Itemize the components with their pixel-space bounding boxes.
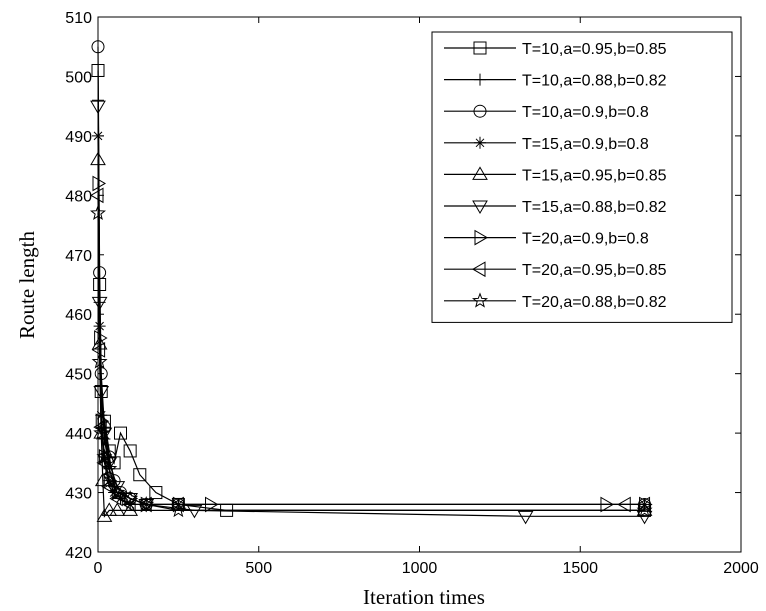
- legend-marker: [473, 104, 487, 118]
- data-point: [90, 100, 106, 115]
- data-point: [122, 502, 139, 516]
- y-tick-label: 470: [65, 248, 92, 265]
- x-tick-label: 2000: [723, 560, 759, 577]
- data-point: [91, 342, 106, 358]
- y-tick-label: 450: [65, 367, 92, 384]
- legend-label: T=10,a=0.95,b=0.85: [522, 41, 667, 58]
- data-point: [101, 502, 118, 516]
- y-tick-label: 490: [65, 129, 92, 146]
- data-point: [93, 419, 107, 436]
- data-point: [636, 496, 651, 513]
- legend-label: T=20,a=0.95,b=0.85: [522, 262, 667, 279]
- legend-item: T=20,a=0.9,b=0.8: [444, 229, 649, 248]
- data-point: [186, 504, 203, 519]
- data-point: [133, 468, 147, 482]
- data-point: [617, 496, 631, 513]
- legend-label: T=20,a=0.9,b=0.8: [522, 231, 649, 248]
- data-point: [114, 492, 127, 505]
- data-point: [103, 472, 118, 489]
- y-axis-title: Route length: [15, 231, 39, 339]
- legend-marker: [472, 166, 488, 180]
- data-point: [114, 426, 128, 440]
- series-layer: [90, 40, 653, 525]
- x-tick-label: 1000: [402, 560, 438, 577]
- data-point: [91, 353, 108, 369]
- data-point: [636, 510, 653, 525]
- data-point: [636, 502, 653, 516]
- data-point: [96, 448, 113, 464]
- x-tick-label: 0: [94, 560, 103, 577]
- data-point: [109, 502, 126, 516]
- series-9: [90, 204, 653, 518]
- legend-item: T=10,a=0.9,b=0.8: [444, 104, 649, 121]
- legend-label: T=20,a=0.88,b=0.82: [522, 294, 667, 311]
- data-point: [636, 501, 653, 518]
- legend-marker: [474, 136, 486, 149]
- data-point: [109, 490, 123, 507]
- legend-marker: [473, 41, 487, 55]
- data-point: [123, 444, 137, 458]
- data-point: [94, 330, 108, 346]
- data-point: [101, 460, 118, 476]
- legend-marker: [474, 229, 488, 246]
- y-tick-label: 460: [65, 307, 92, 324]
- data-point: [149, 486, 163, 500]
- data-point: [93, 424, 110, 440]
- legend-label: T=10,a=0.88,b=0.82: [522, 73, 667, 90]
- legend-item: T=15,a=0.9,b=0.8: [444, 136, 649, 153]
- x-axis-title: Iteration times: [363, 585, 485, 609]
- legend-marker: [474, 73, 486, 86]
- legend: T=10,a=0.95,b=0.85 T=10,a=0.88,b=0.82 T=10…: [431, 31, 733, 323]
- data-point: [90, 204, 106, 220]
- x-tick-label: 1500: [562, 560, 598, 577]
- y-tick-label: 480: [65, 188, 92, 205]
- data-point: [138, 496, 155, 512]
- data-point: [94, 472, 111, 487]
- legend-marker: [472, 292, 488, 308]
- legend-marker: [472, 200, 488, 214]
- data-point: [170, 502, 187, 518]
- legend-item: T=10,a=0.95,b=0.85: [444, 41, 667, 58]
- legend-item: T=15,a=0.95,b=0.85: [444, 166, 667, 184]
- data-point: [122, 496, 136, 513]
- legend-label: T=15,a=0.9,b=0.8: [522, 136, 649, 153]
- y-tick-label: 510: [65, 10, 92, 27]
- legend-item: T=10,a=0.88,b=0.82: [444, 73, 667, 90]
- data-point: [101, 478, 115, 495]
- legend-label: T=10,a=0.9,b=0.8: [522, 104, 649, 121]
- data-point: [95, 413, 110, 430]
- data-point: [92, 175, 106, 192]
- data-point: [93, 386, 110, 400]
- legend-item: T=15,a=0.88,b=0.82: [444, 199, 667, 216]
- data-point: [517, 510, 534, 525]
- y-tick-label: 420: [65, 545, 92, 562]
- data-point: [91, 40, 105, 54]
- legend-label: T=15,a=0.95,b=0.85: [522, 167, 667, 184]
- series-line: [97, 213, 645, 511]
- y-tick-label: 440: [65, 426, 92, 443]
- data-point: [170, 496, 184, 513]
- legend-item: T=20,a=0.95,b=0.85: [444, 261, 667, 279]
- legend-label: T=15,a=0.88,b=0.82: [522, 199, 667, 216]
- data-point: [90, 187, 104, 204]
- data-point: [109, 484, 126, 500]
- y-tick-label: 500: [65, 69, 92, 86]
- legend-marker: [472, 261, 486, 278]
- ticks-layer: 0 500 1000 1500 2000 420 430 440 450 460 470 480 490…: [65, 10, 759, 577]
- legend-item: T=20,a=0.88,b=0.82: [444, 292, 667, 311]
- data-point: [122, 490, 139, 506]
- y-tick-label: 430: [65, 486, 92, 503]
- x-tick-label: 500: [245, 560, 272, 577]
